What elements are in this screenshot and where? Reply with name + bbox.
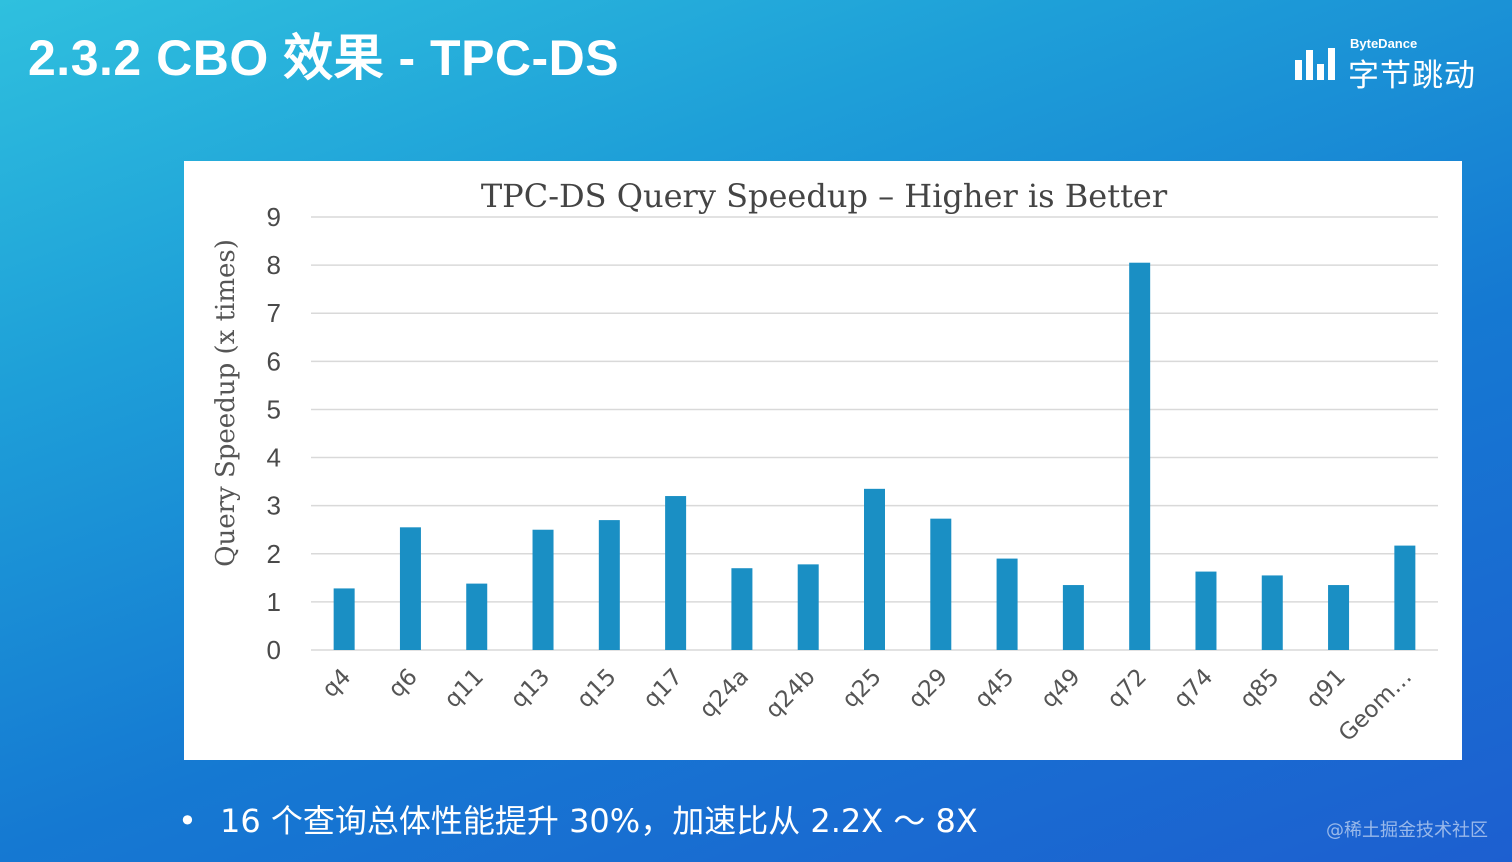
watermark: @稀土掘金技术社区 [1326, 820, 1488, 841]
y-tick-label: 3 [267, 491, 281, 521]
bullet-dot: • [178, 802, 197, 840]
bar-q11 [466, 583, 488, 650]
y-tick-label: 8 [267, 250, 281, 280]
x-tick-label: q6 [384, 664, 423, 703]
bar-q49 [1062, 585, 1084, 650]
bar-q45 [996, 558, 1018, 650]
x-tick-label: q74 [1169, 664, 1218, 713]
y-tick-label: 1 [267, 587, 281, 617]
x-tick-label: q4 [317, 664, 356, 703]
x-tick-label: q24b [761, 664, 821, 724]
summary-bullet: • 16 个查询总体性能提升 30%，加速比从 2.2X ～ 8X [178, 796, 978, 842]
y-axis-label: Query Speedup (x times) [211, 239, 241, 567]
y-tick-label: 0 [267, 635, 281, 665]
x-tick-label: q15 [572, 664, 621, 713]
speedup-bar-chart: 0 1 2 3 4 5 6 7 8 9 q4 q6 q11 q13 q15 q17 q24a q24b q25 q2… [211, 177, 1438, 747]
x-tick-label: q11 [440, 664, 489, 713]
bar-q4 [333, 588, 355, 650]
bar-q6 [399, 527, 421, 650]
y-tick-label: 2 [267, 539, 281, 569]
logo-brand-en: ByteDance [1350, 36, 1418, 51]
summary-text: 16 个查询总体性能提升 30%，加速比从 2.2X ～ 8X [220, 802, 978, 840]
x-tick-label: q91 [1301, 664, 1350, 713]
bar-Geom… [1394, 545, 1416, 650]
bar-q15 [598, 520, 620, 650]
y-tick-label: 9 [267, 202, 281, 232]
bar-q91 [1328, 585, 1350, 650]
x-tick-label: Geom… [1334, 664, 1417, 747]
bytedance-logo: ByteDance 字节跳动 [1294, 36, 1484, 94]
x-tick-label: q72 [1103, 664, 1152, 713]
bar-q74 [1195, 571, 1217, 650]
x-tick-label: q17 [638, 664, 687, 713]
x-tick-label: q13 [506, 664, 555, 713]
logo-brand-cn: 字节跳动 [1348, 58, 1476, 94]
bar-q25 [864, 488, 885, 650]
y-tick-label: 4 [267, 443, 281, 473]
x-tick-label: q85 [1235, 664, 1284, 713]
bar-q29 [930, 518, 952, 650]
bar-q85 [1261, 575, 1283, 650]
chart-title: TPC-DS Query Speedup – Higher is Better [481, 177, 1168, 215]
x-tick-label: q45 [970, 664, 1019, 713]
x-tick-label: q29 [904, 664, 953, 713]
y-tick-label: 6 [267, 346, 281, 376]
bar-q24b [797, 564, 819, 650]
bytedance-logo-icon [1295, 48, 1335, 80]
y-tick-label: 5 [267, 394, 281, 424]
slide-title: 2.3.2 CBO 效果 - TPC-DS [28, 30, 620, 86]
bar-q72 [1129, 262, 1151, 650]
x-tick-label: q24a [695, 664, 754, 723]
bar-q24a [731, 568, 753, 650]
x-tick-label: q49 [1036, 664, 1085, 713]
chart-panel: 0 1 2 3 4 5 6 7 8 9 q4 q6 q11 q13 q15 q17 q24a q24b q25 q2… [184, 161, 1462, 760]
bar-q17 [665, 496, 687, 650]
x-tick-label: q25 [837, 664, 886, 713]
y-tick-label: 7 [267, 298, 281, 328]
bar-q13 [532, 529, 554, 650]
